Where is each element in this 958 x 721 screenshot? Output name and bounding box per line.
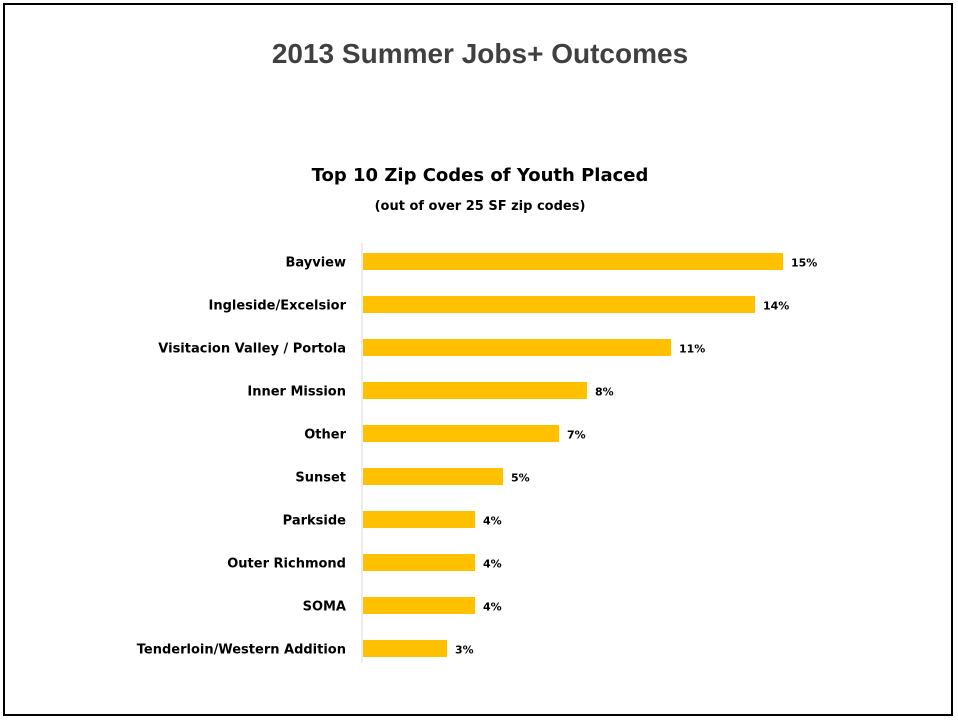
data-label: 11% bbox=[679, 343, 705, 356]
data-label: 14% bbox=[763, 300, 789, 313]
slide-frame: 2013 Summer Jobs+ Outcomes Top 10 Zip Co… bbox=[3, 3, 953, 716]
bar bbox=[363, 554, 475, 571]
data-label: 3% bbox=[455, 644, 474, 657]
bar-chart: Bayview 15% Ingleside/Excelsior 14% Visitaci… bbox=[137, 243, 817, 663]
slide-title: 2013 Summer Jobs+ Outcomes bbox=[271, 38, 689, 69]
category-label: Bayview bbox=[285, 256, 346, 271]
category-label: Tenderloin/Western Addition bbox=[137, 643, 346, 658]
bar bbox=[363, 597, 475, 614]
bar bbox=[363, 468, 503, 485]
category-label: Other bbox=[304, 428, 346, 443]
data-label: 4% bbox=[483, 515, 502, 528]
category-label: Ingleside/Excelsior bbox=[208, 299, 346, 314]
bar bbox=[363, 640, 447, 657]
data-label: 7% bbox=[567, 429, 586, 442]
data-label: 4% bbox=[483, 601, 502, 614]
bar bbox=[363, 296, 755, 313]
category-label: Outer Richmond bbox=[227, 557, 346, 572]
bar bbox=[363, 511, 475, 528]
data-label: 5% bbox=[511, 472, 530, 485]
data-label: 8% bbox=[595, 386, 614, 399]
category-label: SOMA bbox=[303, 600, 346, 615]
category-label: Parkside bbox=[283, 514, 347, 529]
bar bbox=[363, 425, 559, 442]
bar bbox=[363, 253, 783, 270]
category-label: Inner Mission bbox=[247, 385, 346, 400]
bar bbox=[363, 382, 587, 399]
data-label: 15% bbox=[791, 257, 817, 270]
chart-subtitle: (out of over 25 SF zip codes) bbox=[374, 199, 586, 214]
category-label: Visitacion Valley / Portola bbox=[158, 342, 346, 357]
data-label: 4% bbox=[483, 558, 502, 571]
category-label: Sunset bbox=[295, 471, 346, 486]
bar bbox=[363, 339, 671, 356]
chart-title: Top 10 Zip Codes of Youth Placed bbox=[311, 165, 649, 186]
